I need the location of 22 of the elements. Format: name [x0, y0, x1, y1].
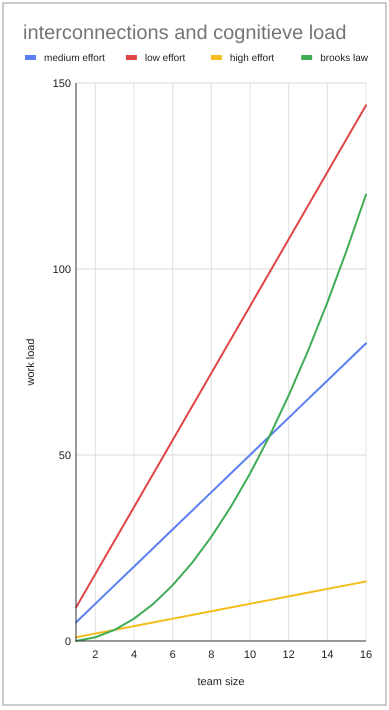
- x-axis-title: team size: [197, 676, 245, 688]
- chart-title: interconnections and cognitieve load: [23, 22, 347, 44]
- line-series: [75, 580, 367, 638]
- legend-label: low effort: [144, 53, 186, 64]
- legend-label: high effort: [230, 53, 274, 64]
- x-tick-label: 2: [92, 649, 98, 661]
- y-tick-label: 150: [52, 78, 71, 90]
- x-tick-label: 16: [360, 649, 372, 661]
- y-axis-title: work load: [25, 338, 37, 387]
- line-series: [75, 342, 367, 624]
- x-tick-label: 12: [282, 649, 295, 661]
- x-tick-label: 4: [130, 649, 138, 661]
- x-tick-label: 14: [321, 649, 334, 661]
- y-tick-label: 50: [58, 450, 71, 462]
- legend-label: medium effort: [44, 53, 106, 64]
- x-tick-label: 10: [244, 649, 256, 661]
- line-series: [75, 104, 367, 609]
- x-tick-label: 8: [208, 649, 214, 661]
- x-tick-label: 6: [170, 649, 176, 661]
- y-tick-label: 0: [64, 636, 71, 648]
- y-tick-label: 100: [52, 264, 71, 276]
- legend-label: brooks law: [320, 53, 369, 64]
